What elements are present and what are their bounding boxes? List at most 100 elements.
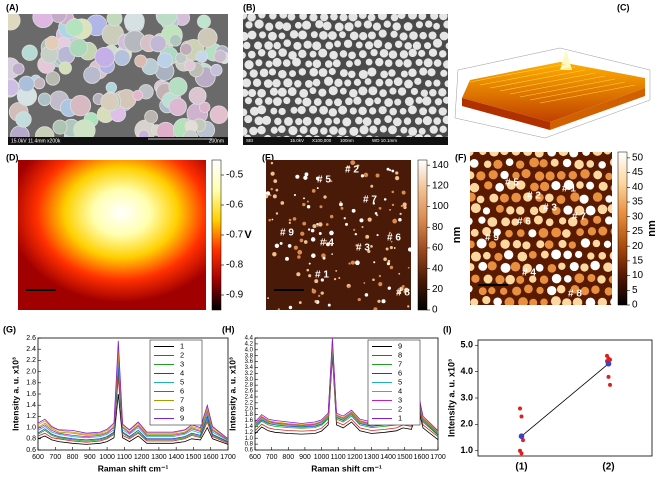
colorbar-tick-label: 15 [632, 256, 644, 267]
spot [604, 287, 612, 296]
particle [375, 57, 384, 67]
particle [94, 46, 115, 68]
particle [385, 78, 393, 87]
spot [386, 167, 390, 171]
particle [338, 127, 347, 136]
particle [349, 107, 357, 115]
colorbar-tick-label: 50 [632, 153, 644, 164]
legend-label: 4 [180, 368, 184, 377]
legend-label: 5 [398, 377, 402, 386]
spot [292, 217, 297, 221]
spot [580, 263, 589, 272]
particle [384, 98, 393, 107]
colorbar-label: nm [451, 227, 463, 244]
spot [361, 225, 364, 228]
spot [325, 223, 329, 226]
particle [329, 50, 338, 60]
legend-label: 1 [180, 341, 184, 350]
spot [320, 278, 324, 282]
particle [328, 67, 336, 76]
spot [403, 205, 407, 210]
colorbar-tick-label: 20 [432, 284, 444, 295]
colorbar-tick-label: 100 [432, 201, 449, 212]
spot [378, 282, 383, 287]
spot [391, 169, 395, 173]
particle [320, 127, 328, 135]
spot [523, 192, 533, 202]
particle [399, 107, 407, 115]
x-tick-label: 900 [299, 454, 311, 461]
spot [482, 207, 491, 215]
annotation: # 5 [505, 178, 519, 189]
spot [270, 187, 273, 191]
spot [603, 152, 612, 155]
spot [357, 297, 361, 302]
legend-label: 8 [398, 350, 402, 359]
series-line [37, 360, 229, 441]
y-tick-label: 4.0 [460, 366, 473, 376]
particle [292, 57, 301, 67]
spot [348, 262, 351, 265]
legend-label: 6 [180, 386, 184, 395]
particle [18, 75, 35, 93]
particle [444, 80, 448, 88]
spot [407, 305, 410, 308]
spot [293, 245, 298, 250]
spot [275, 188, 279, 192]
particle [255, 59, 263, 67]
y-tick-label: 0.8 [26, 436, 36, 443]
particle [328, 86, 338, 96]
spot [593, 215, 602, 224]
sem-image [8, 14, 228, 145]
annotation: # 1 [562, 184, 576, 195]
particle [349, 126, 359, 136]
x-tick-label: 1400 [380, 454, 396, 461]
y-tick-label: 2.0 [460, 419, 473, 429]
particle [269, 87, 279, 96]
spot [483, 274, 493, 284]
spot [335, 269, 338, 272]
particle [315, 20, 324, 29]
panel-label: (A) [6, 2, 19, 12]
spot [610, 185, 612, 191]
spot [504, 297, 515, 305]
spot [499, 193, 509, 203]
x-tick-label: 800 [282, 454, 294, 461]
spot [359, 218, 364, 223]
particle [408, 48, 417, 58]
spot [516, 206, 525, 215]
spot [360, 174, 365, 178]
spot [483, 160, 492, 168]
particle [389, 87, 397, 95]
spot [493, 159, 503, 169]
spot [389, 265, 394, 270]
particle [264, 97, 273, 105]
particle [369, 107, 377, 115]
y-axis-label: Intensity a. u. x10³ [446, 359, 456, 437]
particle [454, 58, 462, 66]
spot [580, 238, 591, 248]
spot [364, 293, 369, 297]
spot [470, 217, 473, 225]
caption: WD 10.1mm [372, 138, 397, 143]
particle [438, 107, 447, 116]
spot [376, 214, 379, 217]
caption: 200nm [209, 138, 224, 144]
particle [168, 97, 187, 117]
spot [556, 284, 566, 294]
particle [209, 105, 228, 125]
ridge [529, 81, 626, 101]
particle [432, 38, 443, 48]
y-tick-label: 3.0 [245, 377, 254, 383]
spot [576, 228, 584, 236]
spot [303, 175, 308, 180]
spot [303, 197, 305, 200]
panel-label: (I) [443, 324, 452, 334]
spot [533, 215, 543, 225]
spot [592, 152, 603, 156]
spot [540, 298, 548, 305]
spot [270, 161, 274, 165]
particle [358, 86, 368, 96]
particle [455, 41, 462, 48]
map-bg [266, 160, 411, 310]
